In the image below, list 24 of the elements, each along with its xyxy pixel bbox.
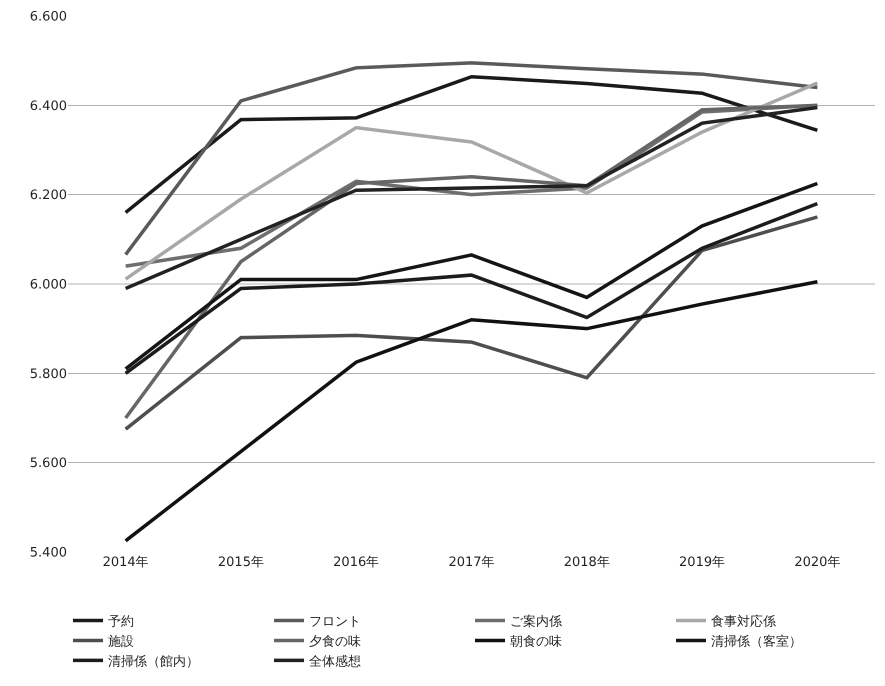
x-tick-label: 2015年 [218,555,264,570]
y-tick-label: 5.600 [30,456,67,472]
legend-label: 予約 [108,614,134,630]
y-tick-label: 5.800 [30,366,67,382]
x-tick-label: 2019年 [679,555,726,570]
y-tick-label: 6.600 [30,10,67,25]
y-tick-label: 6.200 [30,188,67,204]
x-tick-label: 2020年 [794,555,840,570]
legend-label: ご案内係 [510,614,562,630]
legend-label: 夕食の味 [309,634,361,650]
legend-label: 施設 [108,634,134,650]
legend-label: 清掃係（館内） [108,654,199,670]
legend-label: 清掃係（客室） [711,634,802,650]
x-tick-label: 2017年 [448,555,495,570]
y-tick-label: 6.400 [30,98,67,114]
legend-label: フロント [309,614,361,630]
y-tick-label: 5.400 [30,546,67,561]
legend-label: 食事対応係 [711,614,776,630]
x-tick-label: 2016年 [333,555,380,570]
x-tick-label: 2014年 [102,555,149,570]
y-tick-label: 6.000 [30,278,67,293]
x-tick-label: 2018年 [564,555,610,570]
legend-label: 全体感想 [309,654,361,670]
legend-label: 朝食の味 [510,634,562,650]
